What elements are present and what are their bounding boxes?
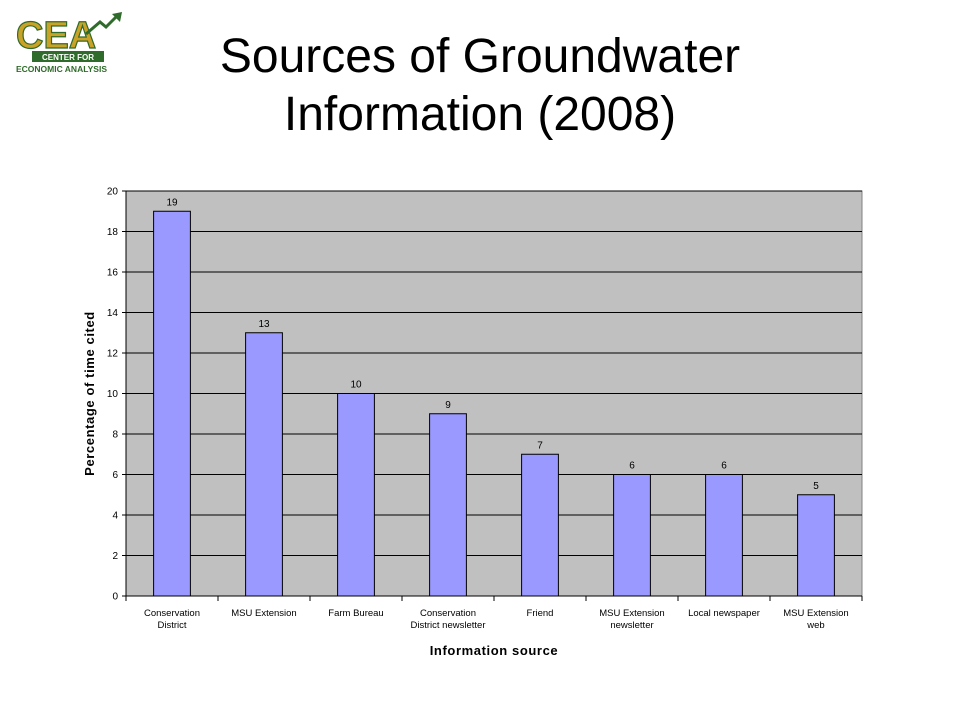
data-label: 9 (445, 400, 451, 411)
x-tick-label: Local newspaper (688, 608, 760, 619)
slide-title: Sources of Groundwater Information (2008… (120, 28, 840, 144)
x-tick-label-line: Farm Bureau (328, 608, 383, 619)
data-labels: 19 13 10 9 7 6 6 5 (166, 197, 819, 492)
y-tick-labels: 0 2 4 6 8 10 12 14 16 18 20 (107, 187, 119, 603)
x-tick-label: Conservation District newsletter (411, 608, 486, 631)
y-tick-label: 10 (107, 389, 119, 400)
x-axis-label: Information source (430, 643, 559, 658)
x-tick-label: MSU Extension newsletter (599, 608, 664, 631)
bar (245, 332, 283, 597)
bar (521, 453, 559, 597)
x-tick-label-line: MSU Extension (599, 608, 664, 619)
x-tick-label-line: MSU Extension (231, 608, 296, 619)
axes (122, 190, 863, 601)
y-tick-label: 2 (112, 551, 118, 562)
y-tick-label: 14 (107, 308, 119, 319)
x-tick-label-line: MSU Extension (783, 608, 848, 619)
bar (429, 413, 467, 597)
bar (153, 210, 191, 597)
x-tick-label-line: newsletter (610, 620, 653, 631)
y-tick-label: 18 (107, 227, 119, 238)
bar (705, 474, 743, 597)
x-tick-label: Conservation District (144, 608, 200, 631)
x-tick-label: MSU Extension web (783, 608, 848, 631)
logo-letters: CEA (16, 15, 96, 57)
cea-logo: CEA CENTER FOR ECONOMIC ANALYSIS (15, 12, 122, 74)
data-label: 13 (258, 319, 270, 330)
y-tick-label: 12 (107, 349, 119, 360)
data-label: 6 (629, 461, 635, 472)
data-label: 5 (813, 481, 819, 492)
data-label: 10 (350, 380, 362, 391)
y-tick-label: 8 (112, 430, 118, 441)
bar (797, 494, 835, 597)
bar (613, 474, 651, 597)
y-tick-label: 4 (112, 511, 118, 522)
x-tick-label: Farm Bureau (328, 608, 383, 619)
logo-banner (32, 51, 104, 62)
x-tick-label-line: Conservation (144, 608, 200, 619)
x-tick-label-line: Conservation (420, 608, 476, 619)
y-tick-label: 6 (112, 470, 118, 481)
y-tick-label: 0 (112, 592, 118, 603)
data-label: 6 (721, 461, 727, 472)
x-tick-label: MSU Extension (231, 608, 296, 619)
data-label: 7 (537, 440, 543, 451)
x-tick-label-line: District (157, 620, 186, 631)
y-tick-label: 16 (107, 268, 119, 279)
logo-arrow-icon (85, 13, 120, 36)
slide-title-line2: Information (2008) (283, 88, 677, 141)
y-tick-label: 20 (107, 187, 119, 198)
x-tick-label-line: Local newspaper (688, 608, 760, 619)
x-tick-label-line: web (806, 620, 824, 631)
data-label: 19 (166, 197, 178, 208)
x-tick-label-line: Friend (527, 608, 554, 619)
x-tick-label: Friend (527, 608, 554, 619)
bars (153, 210, 835, 597)
logo-line2: ECONOMIC ANALYSIS (16, 64, 107, 74)
logo-line1: CENTER FOR (42, 53, 94, 62)
bar (337, 393, 375, 597)
x-tick-label-line: District newsletter (411, 620, 486, 631)
slide-title-line1: Sources of Groundwater (219, 30, 741, 83)
logo-arrowhead-icon (112, 12, 122, 22)
y-axis-label: Percentage of time cited (82, 311, 97, 476)
